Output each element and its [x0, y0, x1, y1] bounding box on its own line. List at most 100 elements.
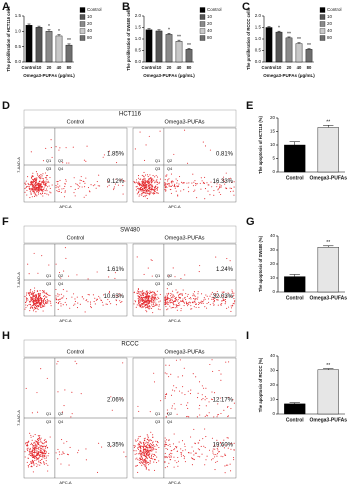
event-dot [34, 194, 36, 196]
event-dot [25, 186, 27, 189]
event-dot [174, 460, 176, 462]
event-dot [35, 296, 37, 298]
event-dot [230, 187, 233, 190]
panel-label: C [242, 1, 250, 13]
event-dot [96, 471, 99, 473]
event-dot [28, 303, 30, 305]
event-dot [28, 273, 30, 275]
event-dot [33, 190, 35, 192]
event-dot [149, 461, 151, 463]
event-dot [229, 260, 231, 262]
event-dot [138, 299, 140, 301]
event-dot [145, 180, 147, 182]
event-dot [50, 139, 52, 141]
event-dot [58, 188, 60, 190]
legend-label: 80 [207, 35, 213, 40]
event-dot [173, 295, 175, 297]
event-dot [143, 305, 145, 307]
panel-label: I [246, 330, 249, 342]
event-dot [49, 294, 51, 297]
y-tick-label: 0.5 [135, 48, 142, 53]
event-dot [151, 440, 153, 442]
event-dot [42, 160, 44, 162]
event-dot [65, 298, 68, 300]
event-dot [143, 187, 145, 189]
event-dot [168, 275, 170, 277]
event-dot [32, 300, 34, 302]
event-dot [145, 447, 147, 449]
event-dot [168, 302, 170, 304]
event-dot [152, 458, 154, 460]
event-dot [144, 196, 146, 198]
event-dot [41, 448, 43, 450]
event-dot [135, 440, 137, 442]
event-dot [141, 174, 143, 177]
event-dot [138, 187, 140, 189]
event-dot [220, 379, 222, 381]
event-dot [96, 298, 98, 300]
event-dot [40, 297, 42, 299]
event-dot [150, 177, 152, 179]
y-tick-label: 1.5 [255, 25, 262, 30]
error-bar [297, 42, 301, 44]
event-dot [230, 443, 232, 445]
event-dot [143, 182, 145, 184]
event-dot [46, 178, 48, 180]
event-dot [108, 184, 110, 186]
event-dot [224, 183, 226, 185]
event-dot [114, 183, 116, 185]
event-dot [111, 409, 113, 411]
percent-label: 3.35% [107, 443, 125, 449]
event-dot [60, 303, 62, 305]
event-dot [145, 296, 147, 298]
event-dot [121, 301, 123, 303]
event-dot [225, 464, 227, 466]
event-dot [73, 177, 75, 179]
event-dot [151, 454, 153, 456]
error-bar [289, 141, 300, 145]
event-dot [152, 434, 154, 436]
x-axis-title: APC-A [59, 480, 72, 485]
event-dot [233, 459, 235, 461]
event-dot [152, 189, 155, 191]
event-dot [155, 175, 157, 177]
event-dot [60, 305, 62, 307]
event-dot [143, 183, 145, 185]
event-dot [140, 294, 142, 297]
event-dot [39, 439, 41, 441]
event-dot [187, 407, 189, 410]
event-dot [36, 301, 38, 303]
event-dot [142, 292, 144, 295]
bar [284, 403, 306, 415]
event-dot [166, 174, 168, 176]
event-dot [31, 177, 33, 179]
event-dot [120, 294, 122, 296]
event-dot [144, 296, 146, 298]
event-dot [31, 456, 34, 458]
event-dot [150, 178, 152, 180]
event-dot [38, 300, 41, 302]
event-dot [47, 470, 49, 472]
event-dot [213, 190, 215, 192]
event-dot [216, 299, 218, 301]
event-dot [158, 183, 160, 185]
event-dot [198, 449, 201, 451]
event-dot [139, 178, 141, 181]
event-dot [49, 187, 51, 189]
event-dot [31, 439, 33, 441]
event-dot [146, 174, 148, 176]
event-dot [133, 181, 135, 184]
event-dot [37, 300, 39, 302]
event-dot [214, 469, 216, 471]
event-dot [34, 301, 36, 303]
event-dot [166, 393, 168, 395]
event-dot [156, 188, 158, 190]
event-dot [44, 449, 46, 451]
event-dot [34, 189, 36, 191]
event-dot [29, 453, 31, 455]
event-dot [190, 436, 192, 438]
event-dot [145, 456, 148, 458]
event-dot [148, 182, 150, 184]
event-dot [144, 195, 146, 197]
event-dot [135, 465, 137, 467]
